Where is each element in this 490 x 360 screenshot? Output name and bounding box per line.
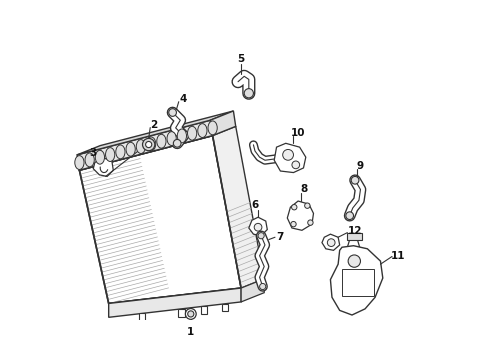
Polygon shape bbox=[274, 143, 306, 172]
Polygon shape bbox=[287, 201, 314, 230]
Polygon shape bbox=[93, 158, 113, 176]
Circle shape bbox=[348, 255, 361, 267]
Polygon shape bbox=[109, 288, 241, 317]
Circle shape bbox=[254, 223, 262, 231]
Polygon shape bbox=[210, 111, 236, 136]
Polygon shape bbox=[241, 279, 264, 302]
Circle shape bbox=[305, 203, 310, 208]
Circle shape bbox=[188, 311, 194, 317]
Text: 1: 1 bbox=[187, 327, 195, 337]
Text: 7: 7 bbox=[276, 232, 283, 242]
Ellipse shape bbox=[208, 121, 217, 135]
Circle shape bbox=[244, 89, 253, 98]
Ellipse shape bbox=[157, 134, 166, 148]
Circle shape bbox=[185, 309, 196, 319]
Text: 5: 5 bbox=[238, 54, 245, 64]
Ellipse shape bbox=[177, 129, 187, 143]
Ellipse shape bbox=[105, 148, 115, 162]
Polygon shape bbox=[330, 246, 383, 315]
FancyBboxPatch shape bbox=[347, 233, 362, 240]
Text: 8: 8 bbox=[301, 184, 308, 194]
Text: 2: 2 bbox=[149, 120, 157, 130]
Circle shape bbox=[173, 139, 181, 147]
Circle shape bbox=[327, 239, 335, 247]
Ellipse shape bbox=[198, 123, 207, 138]
Circle shape bbox=[146, 141, 152, 148]
Polygon shape bbox=[77, 120, 213, 170]
Polygon shape bbox=[322, 234, 340, 250]
Circle shape bbox=[169, 109, 176, 116]
Ellipse shape bbox=[116, 145, 125, 159]
Text: 6: 6 bbox=[251, 200, 259, 210]
Ellipse shape bbox=[95, 150, 104, 164]
Ellipse shape bbox=[136, 140, 146, 153]
FancyBboxPatch shape bbox=[139, 314, 145, 321]
Circle shape bbox=[292, 204, 297, 210]
Circle shape bbox=[292, 161, 300, 169]
Ellipse shape bbox=[147, 137, 156, 151]
FancyBboxPatch shape bbox=[342, 269, 374, 296]
Circle shape bbox=[260, 283, 266, 289]
Ellipse shape bbox=[75, 156, 84, 170]
Circle shape bbox=[308, 220, 313, 225]
Circle shape bbox=[143, 138, 155, 151]
Polygon shape bbox=[347, 239, 360, 247]
Ellipse shape bbox=[167, 132, 176, 145]
Text: 11: 11 bbox=[391, 252, 405, 261]
Text: 12: 12 bbox=[348, 226, 362, 236]
FancyBboxPatch shape bbox=[222, 304, 228, 311]
Polygon shape bbox=[79, 136, 241, 303]
Ellipse shape bbox=[188, 126, 197, 140]
Circle shape bbox=[291, 221, 296, 227]
Circle shape bbox=[346, 212, 354, 220]
Text: 3: 3 bbox=[90, 148, 97, 158]
Circle shape bbox=[258, 233, 264, 239]
FancyBboxPatch shape bbox=[201, 306, 207, 314]
Circle shape bbox=[351, 176, 359, 184]
Text: 9: 9 bbox=[357, 161, 364, 171]
Ellipse shape bbox=[126, 142, 135, 156]
Text: 4: 4 bbox=[180, 94, 187, 104]
Polygon shape bbox=[77, 111, 233, 155]
Polygon shape bbox=[249, 217, 268, 236]
Text: 10: 10 bbox=[291, 127, 305, 138]
FancyBboxPatch shape bbox=[178, 309, 185, 316]
Ellipse shape bbox=[85, 153, 94, 167]
Circle shape bbox=[283, 149, 294, 160]
Polygon shape bbox=[213, 126, 264, 288]
